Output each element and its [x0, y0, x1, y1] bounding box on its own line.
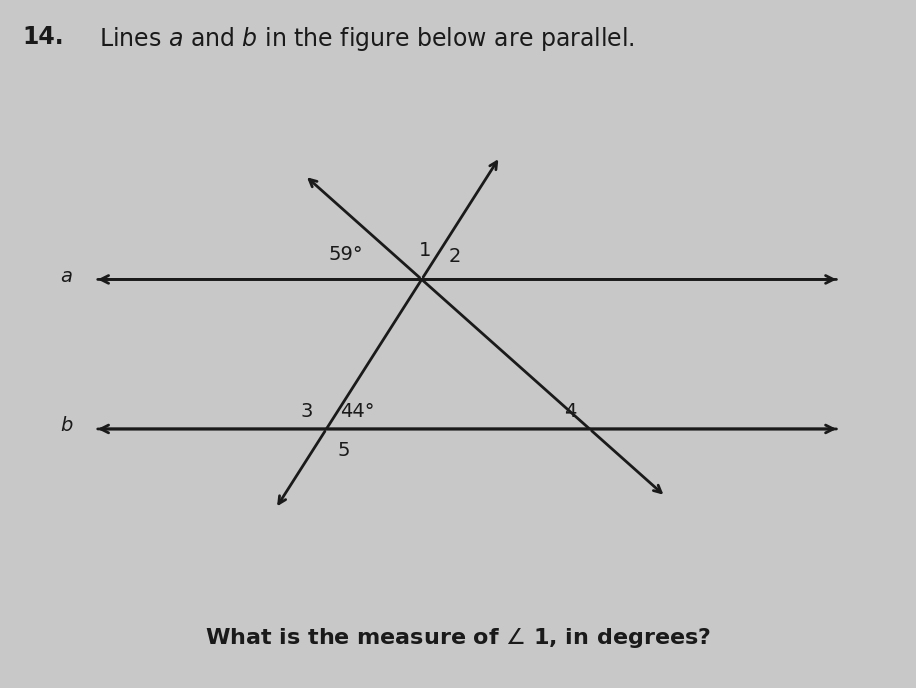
Text: Lines $a$ and $b$ in the figure below are parallel.: Lines $a$ and $b$ in the figure below ar…: [100, 25, 636, 52]
Text: 4: 4: [563, 402, 576, 421]
Text: 59°: 59°: [328, 246, 363, 264]
Text: 44°: 44°: [340, 402, 375, 421]
Text: a: a: [60, 266, 72, 286]
Text: What is the measure of $\angle$ 1, in degrees?: What is the measure of $\angle$ 1, in de…: [205, 625, 711, 650]
Text: 2: 2: [449, 247, 462, 266]
Text: 3: 3: [300, 402, 312, 421]
Text: 14.: 14.: [22, 25, 64, 49]
Text: 1: 1: [420, 241, 431, 260]
Text: 5: 5: [337, 441, 350, 460]
Text: b: b: [60, 416, 72, 435]
